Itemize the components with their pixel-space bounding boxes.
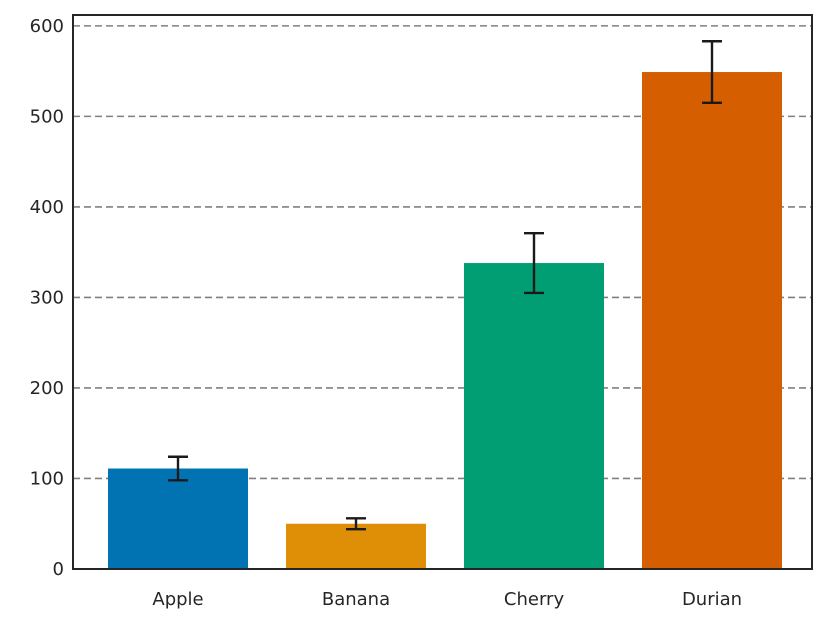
- error-bars: [168, 40, 722, 531]
- x-tick-label: Durian: [682, 589, 742, 610]
- y-tick-labels: 0 100 200 300 400 500 600: [30, 16, 64, 580]
- error-bar-durian: [702, 40, 722, 105]
- y-tick-label: 200: [30, 378, 64, 399]
- y-gridlines: [73, 25, 812, 480]
- y-tick-label: 0: [53, 559, 64, 580]
- error-bar-apple: [168, 455, 188, 482]
- bar-banana: [286, 523, 426, 569]
- bars: [108, 72, 782, 569]
- bar-durian: [642, 72, 782, 569]
- y-tick-label: 500: [30, 106, 64, 127]
- x-tick-label: Cherry: [504, 589, 565, 610]
- y-tick-label: 600: [30, 16, 64, 37]
- error-bar-cherry: [524, 231, 544, 295]
- error-bar-banana: [346, 517, 366, 531]
- plot-frame: [72, 14, 813, 570]
- y-tick-label: 400: [30, 197, 64, 218]
- x-tick-label: Apple: [152, 589, 203, 610]
- bar-cherry: [464, 263, 604, 569]
- x-tick-label: Banana: [322, 589, 390, 610]
- y-tick-label: 100: [30, 468, 64, 489]
- x-tick-labels: Apple Banana Cherry Durian: [152, 589, 742, 610]
- y-tick-label: 300: [30, 287, 64, 308]
- bar-apple: [108, 468, 248, 569]
